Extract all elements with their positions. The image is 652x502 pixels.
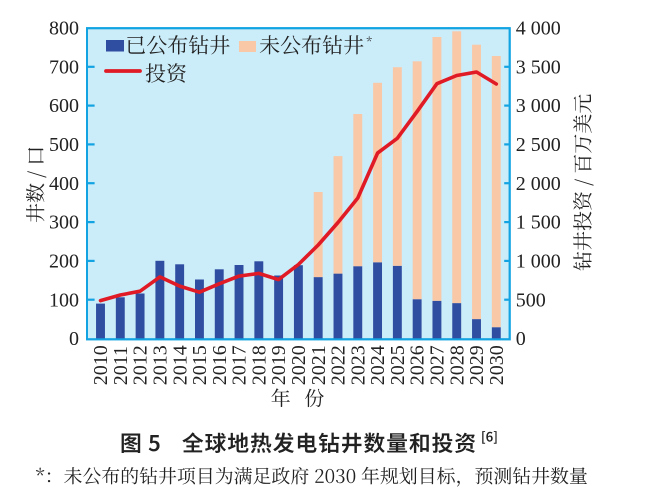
svg-text:600: 600 (49, 95, 79, 117)
svg-text:2026: 2026 (407, 345, 429, 385)
svg-text:2010: 2010 (90, 345, 112, 385)
svg-text:3 500: 3 500 (516, 56, 561, 78)
svg-text:2022: 2022 (328, 345, 350, 385)
svg-text:300: 300 (49, 212, 79, 234)
svg-text:2012: 2012 (130, 345, 152, 385)
svg-text:400: 400 (49, 173, 79, 195)
svg-text:800: 800 (49, 18, 79, 40)
svg-text:4 000: 4 000 (516, 18, 561, 40)
svg-text:2014: 2014 (169, 345, 191, 385)
svg-text:2 000: 2 000 (516, 173, 561, 195)
svg-text:2030: 2030 (486, 345, 508, 385)
svg-text:0: 0 (69, 328, 79, 350)
svg-text:100: 100 (49, 289, 79, 311)
svg-text:2028: 2028 (446, 345, 468, 385)
svg-text:2018: 2018 (248, 345, 270, 385)
svg-text:1 500: 1 500 (516, 212, 561, 234)
svg-text:0: 0 (516, 328, 526, 350)
svg-text:2020: 2020 (288, 345, 310, 385)
svg-text:700: 700 (49, 56, 79, 78)
svg-text:2 500: 2 500 (516, 134, 561, 156)
svg-text:2023: 2023 (347, 345, 369, 385)
svg-text:2015: 2015 (189, 345, 211, 385)
svg-text:2021: 2021 (308, 345, 330, 385)
svg-text:2025: 2025 (387, 345, 409, 385)
svg-text:2013: 2013 (150, 345, 172, 385)
svg-text:2011: 2011 (110, 346, 132, 385)
svg-text:2029: 2029 (466, 345, 488, 385)
svg-text:500: 500 (49, 134, 79, 156)
svg-text:1 000: 1 000 (516, 251, 561, 273)
svg-text:200: 200 (49, 251, 79, 273)
svg-text:2024: 2024 (367, 345, 389, 385)
svg-text:3 000: 3 000 (516, 95, 561, 117)
svg-text:2016: 2016 (209, 345, 231, 385)
svg-text:2027: 2027 (427, 345, 449, 385)
svg-text:500: 500 (516, 289, 546, 311)
svg-text:2017: 2017 (229, 345, 251, 385)
svg-text:2019: 2019 (268, 345, 290, 385)
